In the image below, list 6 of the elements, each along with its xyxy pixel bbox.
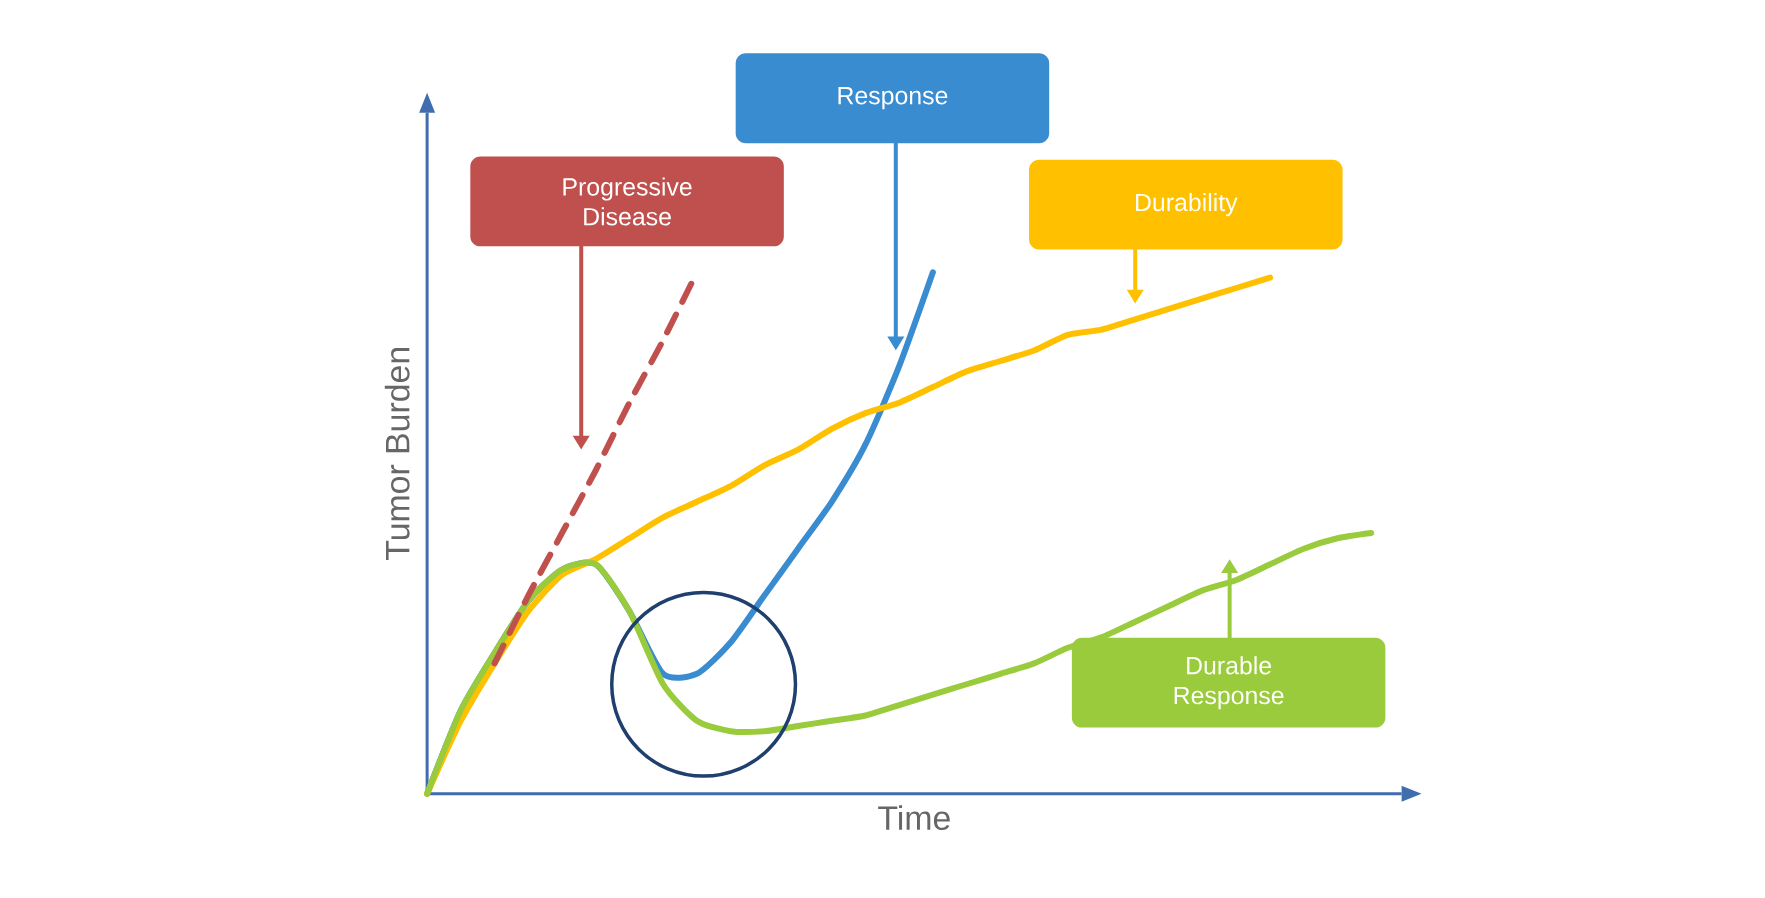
text: Response <box>838 87 948 110</box>
text: Durability <box>1136 193 1238 217</box>
text: Progressive Disease <box>563 177 692 226</box>
annotation: Durable Response <box>1174 656 1284 710</box>
x-axis-title: Time <box>878 805 950 831</box>
y-axis-title: Tumor Burden <box>384 348 410 561</box>
